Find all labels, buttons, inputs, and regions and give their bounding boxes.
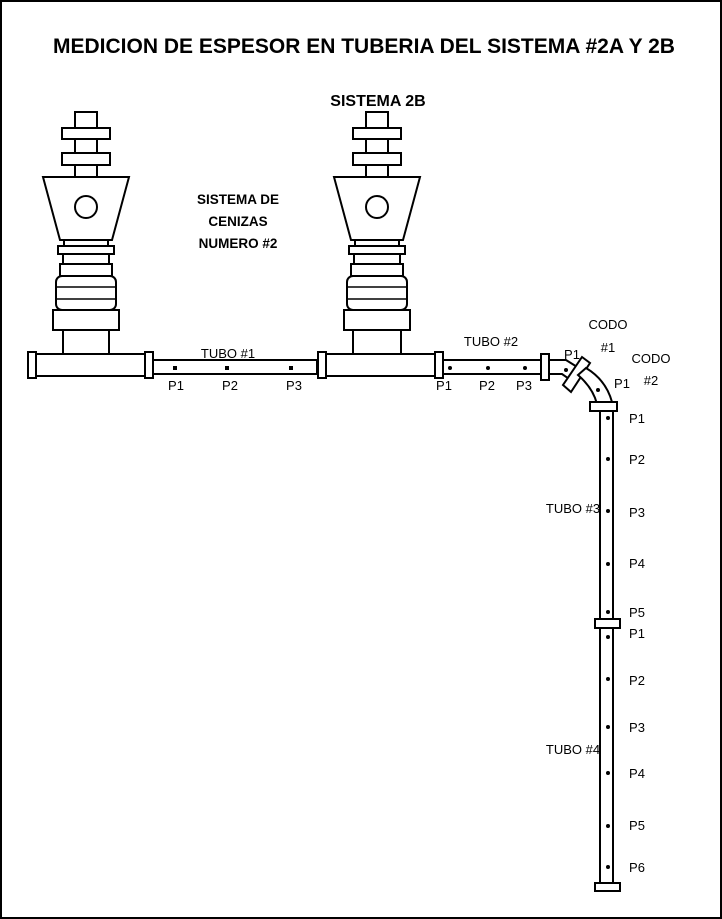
flange-4 [540, 353, 550, 381]
dot-codo2-p1 [596, 388, 600, 392]
tubo-4-p3: P3 [629, 720, 645, 735]
tubo-1-p3: P3 [286, 378, 302, 393]
left-end-flange [27, 351, 37, 379]
left-tee-pipe [33, 353, 147, 377]
dot-t2-p3 [523, 366, 527, 370]
flange-6 [594, 618, 621, 629]
dot-t4-p3 [606, 725, 610, 729]
tubo-2-p3: P3 [516, 378, 532, 393]
tubo-1-p2: P2 [222, 378, 238, 393]
note-line-1: SISTEMA DE [197, 192, 279, 207]
codo-2-label-1: CODO [632, 351, 671, 366]
dot-t4-p6 [606, 865, 610, 869]
dot-t1-p3 [289, 366, 293, 370]
codo-2-elbow [576, 366, 618, 412]
dot-t4-p1 [606, 635, 610, 639]
tubo-3-label: TUBO #3 [546, 501, 600, 516]
dot-t3-p1 [606, 416, 610, 420]
hopper-assembly-right [332, 111, 422, 355]
tubo-4-label: TUBO #4 [546, 742, 600, 757]
dot-codo1-p1 [564, 368, 568, 372]
tubo-3-p3: P3 [629, 505, 645, 520]
dot-t4-p4 [606, 771, 610, 775]
tubo-4-p2: P2 [629, 673, 645, 688]
right-tee-pipe [325, 353, 437, 377]
page-title: MEDICION DE ESPESOR EN TUBERIA DEL SISTE… [53, 35, 675, 58]
dot-t4-p2 [606, 677, 610, 681]
tubo-2-p1: P1 [436, 378, 452, 393]
tubo-2-p2: P2 [479, 378, 495, 393]
bottom-flange [594, 882, 621, 892]
tubo-1-label: TUBO #1 [201, 346, 255, 361]
system-2b-label: SISTEMA 2B [330, 93, 425, 110]
dot-t3-p2 [606, 457, 610, 461]
codo-2-p1: P1 [614, 376, 630, 391]
dot-t2-p2 [486, 366, 490, 370]
tubo-1-p1: P1 [168, 378, 184, 393]
tubo-3-p4: P4 [629, 556, 645, 571]
tubo-4-p4: P4 [629, 766, 645, 781]
flange-5 [589, 401, 618, 412]
dot-t3-p4 [606, 562, 610, 566]
codo-1-p1: P1 [564, 347, 580, 362]
dot-t3-p5 [606, 610, 610, 614]
codo-2-label-2: #2 [644, 373, 658, 388]
tubo-4-pipe [599, 627, 614, 884]
dot-t3-p3 [606, 509, 610, 513]
flange-2 [317, 351, 327, 379]
codo-1-label-2: #1 [601, 340, 615, 355]
tubo-4-p1: P1 [629, 626, 645, 641]
flange-1 [144, 351, 154, 379]
tubo-3-p2: P2 [629, 452, 645, 467]
note-line-2: CENIZAS [208, 214, 267, 229]
measurement-dots [173, 366, 610, 869]
tubo-4-p6: P6 [629, 860, 645, 875]
flange-3 [434, 351, 444, 379]
hopper-assembly-left [41, 111, 131, 355]
tubo-3-pipe [599, 410, 614, 620]
dot-t1-p2 [225, 366, 229, 370]
dot-t1-p1 [173, 366, 177, 370]
codo-1-label-1: CODO [589, 317, 628, 332]
tubo-4-p5: P5 [629, 818, 645, 833]
tubo-2-label: TUBO #2 [464, 334, 518, 349]
note-line-3: NUMERO #2 [199, 236, 278, 251]
tubo-3-p5: P5 [629, 605, 645, 620]
dot-t4-p5 [606, 824, 610, 828]
dot-t2-p1 [448, 366, 452, 370]
tubo-3-p1: P1 [629, 411, 645, 426]
